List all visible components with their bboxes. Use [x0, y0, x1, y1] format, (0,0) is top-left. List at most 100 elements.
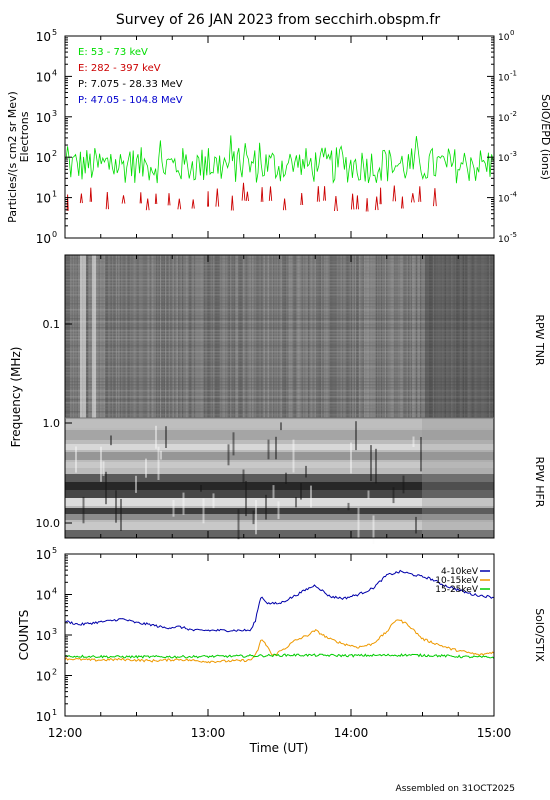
tnr-column	[114, 255, 116, 418]
tnr-column	[124, 255, 127, 418]
hfr-band	[65, 462, 494, 468]
tnr-column	[209, 255, 211, 418]
hfr-column	[375, 448, 377, 484]
epd-e-high-burst	[392, 185, 397, 202]
hfr-column	[350, 442, 352, 474]
epd-e-high-burst	[245, 191, 249, 202]
tnr-column	[280, 255, 283, 418]
tnr-column	[271, 255, 273, 418]
tnr-row	[65, 381, 494, 383]
tnr-column	[340, 255, 342, 418]
tnr-column	[362, 255, 364, 418]
hfr-column	[285, 472, 287, 484]
stix-ytick-exponent: 4	[52, 587, 57, 596]
tnr-column	[438, 255, 440, 418]
tnr-column	[165, 255, 167, 418]
tnr-column	[440, 255, 442, 418]
epd-ytick-label: 10	[36, 232, 51, 246]
hfr-column	[75, 446, 77, 473]
hfr-spectrogram	[65, 418, 494, 544]
tnr-column	[70, 255, 72, 418]
epd-e-high-burst	[316, 186, 320, 202]
tnr-column	[361, 255, 363, 418]
tnr-row	[65, 342, 494, 344]
stix-legend-low: 4-10keV	[441, 567, 479, 577]
epd-e-high-burst	[154, 193, 158, 205]
tnr-column	[149, 255, 151, 418]
assembled-footer: Assembled on 31OCT2025	[396, 784, 515, 794]
hfr-column	[232, 432, 235, 456]
tnr-column	[104, 255, 106, 418]
tnr-column	[374, 255, 376, 418]
tnr-column	[360, 255, 362, 418]
hfr-column	[242, 469, 245, 483]
tnr-column	[131, 255, 133, 418]
tnr-column	[354, 255, 357, 418]
tnr-column	[300, 255, 302, 418]
tnr-column	[327, 255, 329, 418]
tnr-column	[101, 255, 103, 418]
tnr-column	[187, 255, 189, 418]
tnr-column	[460, 255, 462, 418]
tnr-column	[262, 255, 264, 418]
stix-series-mid	[65, 619, 494, 664]
tnr-column	[481, 255, 483, 418]
tnr-column	[317, 255, 319, 418]
tnr-column	[156, 255, 158, 418]
tnr-column	[456, 255, 458, 418]
tnr-column	[403, 255, 405, 418]
tnr-column	[471, 255, 474, 418]
tnr-row	[65, 270, 494, 272]
tnr-column	[91, 255, 93, 418]
tnr-column	[405, 255, 407, 418]
stix-y-label: COUNTS	[17, 610, 31, 661]
epd-ytick-label: 10	[36, 111, 51, 125]
tnr-column	[334, 255, 336, 418]
tnr-column	[384, 255, 387, 418]
tnr-column	[117, 255, 119, 418]
tnr-row	[65, 318, 494, 320]
tnr-column	[66, 255, 68, 418]
epd-y-label: Particles/(s cm2 sr Mev)	[6, 91, 19, 223]
tnr-column	[189, 255, 192, 418]
tnr-column	[98, 255, 101, 418]
tnr-column	[295, 255, 297, 418]
stix-ytick-exponent: 3	[52, 627, 57, 636]
tnr-column	[214, 255, 216, 418]
tnr-row	[65, 312, 494, 314]
tnr-column	[159, 255, 162, 418]
tnr-column	[205, 255, 207, 418]
epd-y2tick-exponent: -1	[510, 69, 517, 77]
tnr-column	[378, 255, 380, 418]
stix-ytick-label: 10	[36, 629, 51, 643]
tnr-row	[65, 261, 494, 263]
tnr-row	[65, 354, 494, 356]
hfr-column	[370, 445, 372, 481]
tnr-column	[146, 255, 149, 418]
epd-e-high-burst	[66, 194, 69, 211]
hfr-column	[355, 421, 357, 451]
tnr-column	[234, 255, 236, 418]
tnr-column	[258, 255, 260, 418]
stix-ytick-exponent: 2	[52, 668, 57, 677]
tnr-row	[65, 333, 494, 335]
tnr-column	[224, 255, 227, 418]
epd-y2tick-label: 10	[498, 114, 510, 124]
tnr-column	[492, 255, 494, 418]
epd-ytick-exponent: 5	[52, 28, 57, 37]
tnr-column	[204, 255, 206, 418]
tnr-column	[163, 255, 166, 418]
tnr-column	[297, 255, 299, 418]
tnr-column	[219, 255, 221, 418]
tnr-row	[65, 309, 494, 311]
tnr-column	[119, 255, 121, 418]
epd-e-high-burst	[207, 191, 210, 207]
tnr-column	[230, 255, 232, 418]
epd-e-high-burst	[167, 193, 171, 206]
tnr-column	[425, 255, 427, 418]
tnr-column	[413, 255, 415, 418]
hfr-column	[420, 437, 422, 472]
